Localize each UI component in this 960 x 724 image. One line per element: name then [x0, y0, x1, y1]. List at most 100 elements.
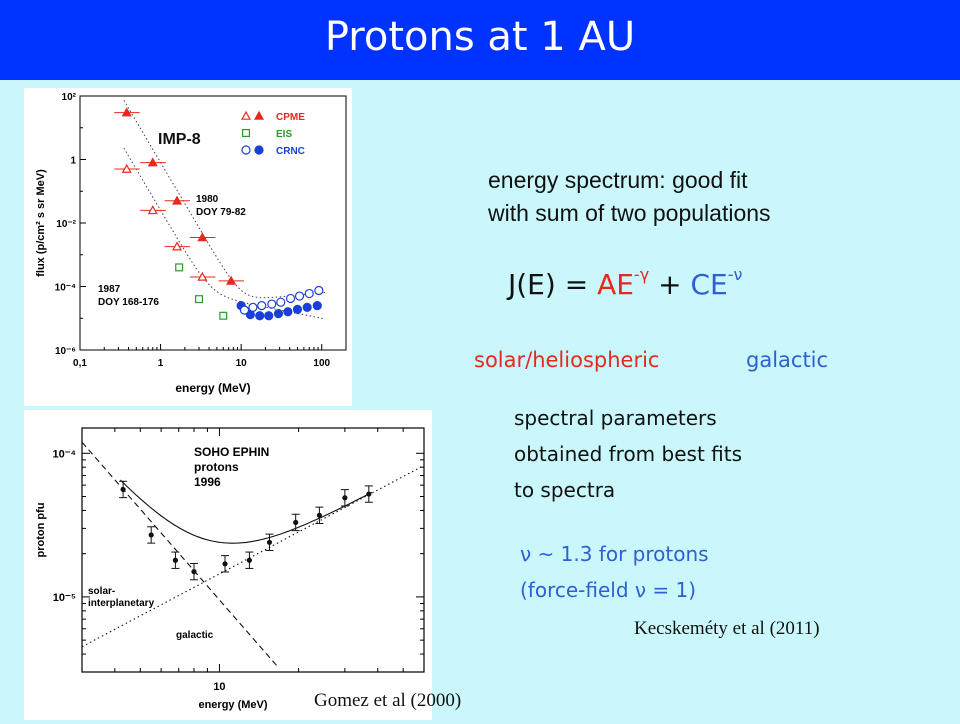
imp8-fit-curve-1987: [123, 147, 326, 320]
imp8-legend-label: CPME: [276, 112, 305, 123]
imp8-data-point: [292, 304, 303, 314]
soho-data-point: [246, 557, 253, 563]
soho-y-axis-label: proton pfu: [35, 503, 47, 558]
imp8-data-point: [257, 301, 267, 311]
imp8-x-tick-label: 100: [313, 358, 330, 369]
imp8-y-tick-label: 10⁻²: [56, 219, 76, 230]
imp8-legend-marker: [242, 128, 251, 137]
imp8-data-point: [147, 205, 158, 215]
soho-title-line: SOHO EPHIN: [194, 445, 269, 459]
soho-data-point: [172, 557, 179, 563]
imp8-legend-marker: [254, 145, 264, 155]
params-line2: obtained from best fits: [514, 442, 742, 466]
imp8-data-point: [294, 291, 305, 301]
soho-y-tick-label: 10⁻⁵: [53, 592, 76, 604]
imp8-legend-marker: [253, 110, 265, 120]
soho-title-line: protons: [194, 460, 239, 474]
soho-data-point: [120, 486, 126, 493]
imp8-y-tick-label: 1: [70, 156, 76, 167]
soho-component-label-solar: solar-: [88, 586, 115, 597]
imp8-x-tick-label: 0,1: [73, 358, 87, 369]
spectrum-formula: J(E) = AE-γ + CE-ν: [508, 264, 743, 301]
soho-y-tick-label: 10⁻⁴: [53, 448, 76, 460]
imp8-data-point: [283, 307, 293, 317]
imp8-data-point: [219, 311, 228, 320]
soho-data-point: [316, 512, 322, 518]
formula-solar-exponent: -γ: [633, 264, 650, 284]
formula-plus: +: [649, 268, 691, 301]
imp8-chart-panel: 0,1 1 10 100 10² 1 10⁻² 10⁻⁴ 10⁻⁶ energy (MeV) flu…: [24, 88, 352, 406]
soho-data-point: [222, 561, 228, 567]
imp8-y-tick-label: 10²: [62, 92, 77, 103]
imp8-legend-marker: [240, 110, 252, 120]
imp8-y-tick-label: 10⁻⁶: [55, 346, 76, 357]
reference-kecskemety: Kecskeméty et al (2011): [634, 618, 820, 639]
imp8-data-point: [172, 241, 183, 251]
imp8-data-point: [264, 311, 274, 321]
imp8-chart: 0,1 1 10 100 10² 1 10⁻² 10⁻⁴ 10⁻⁶ energy (MeV) flu…: [35, 92, 347, 395]
soho-data-point: [191, 569, 197, 575]
imp8-data-point: [276, 297, 286, 307]
imp8-data-point: [248, 302, 258, 312]
imp8-data-point: [302, 302, 312, 312]
imp8-data-point: [197, 232, 208, 242]
soho-component-label-solar-2: interplanetary: [88, 598, 155, 609]
soho-component-label-galactic: galactic: [176, 630, 214, 641]
imp8-data-point: [121, 163, 132, 173]
fit-text-line2: with sum of two populations: [488, 200, 771, 226]
imp8-data-point: [255, 311, 265, 321]
imp8-fit-curve-1980: [123, 100, 326, 299]
imp8-data-point: [304, 288, 314, 299]
formula-galactic-exponent: -ν: [727, 264, 743, 284]
imp8-data-point: [121, 107, 132, 117]
title-bar: [0, 0, 960, 80]
soho-total-fit-curve: [120, 479, 373, 544]
imp8-legend-label: EIS: [276, 129, 292, 140]
page-title: Protons at 1 AU: [324, 14, 636, 60]
soho-data-point: [266, 539, 273, 545]
formula-solar-term: AE: [597, 268, 634, 301]
imp8-annotation: IMP-8: [158, 131, 201, 148]
imp8-period-label: 1980: [196, 194, 219, 205]
label-solar-heliospheric: solar/heliospheric: [474, 348, 660, 372]
soho-data-point: [293, 519, 299, 526]
imp8-legend-label: CRNC: [276, 146, 305, 157]
soho-galactic-component-line: [81, 465, 425, 648]
formula-galactic-term: CE: [690, 268, 728, 301]
imp8-data-point: [314, 285, 324, 296]
imp8-data-point: [226, 275, 237, 285]
imp8-period-label: DOY 168-176: [98, 297, 159, 308]
soho-chart-panel: 10 10⁻⁴ 10⁻⁵ energy (MeV) proton pfu SOHO EPH…: [24, 410, 432, 720]
imp8-data-point: [175, 263, 184, 272]
imp8-data-point: [195, 295, 204, 304]
force-field-text: (force-field ν = 1): [520, 578, 697, 602]
imp8-data-point: [172, 195, 183, 205]
imp8-data-point: [239, 305, 250, 315]
imp8-y-tick-label: 10⁻⁴: [55, 283, 76, 294]
imp8-data-point: [147, 157, 158, 167]
imp8-data-point: [267, 299, 277, 309]
imp8-data-point: [285, 293, 296, 304]
soho-data-point: [148, 532, 154, 538]
imp8-legend-marker: [241, 145, 251, 155]
label-galactic: galactic: [746, 348, 829, 372]
soho-x-axis-label: energy (MeV): [198, 699, 267, 711]
formula-prefix: J(E) =: [508, 268, 598, 301]
imp8-y-axis-label: flux (p/cm² s sr MeV): [35, 169, 47, 277]
nu-value-text: ν ~ 1.3 for protons: [520, 542, 709, 566]
soho-data-point: [342, 495, 348, 501]
imp8-x-tick-label: 1: [158, 358, 164, 369]
imp8-data-point: [197, 271, 208, 281]
imp8-data-point: [273, 309, 284, 319]
soho-chart: 10 10⁻⁴ 10⁻⁵ energy (MeV) proton pfu SOHO EPH…: [35, 427, 425, 711]
imp8-period-label: DOY 79-82: [196, 207, 246, 218]
soho-title-line: 1996: [194, 475, 221, 489]
fit-text-line1: energy spectrum: good fit: [488, 167, 748, 193]
params-line3: to spectra: [514, 478, 616, 502]
imp8-period-label: 1987: [98, 284, 121, 295]
imp8-x-tick-label: 10: [236, 358, 248, 369]
imp8-plot-frame: [79, 95, 347, 351]
params-line1: spectral parameters: [514, 406, 717, 430]
soho-x-tick-label: 10: [213, 681, 225, 693]
reference-gomez: Gomez et al (2000): [314, 690, 462, 711]
